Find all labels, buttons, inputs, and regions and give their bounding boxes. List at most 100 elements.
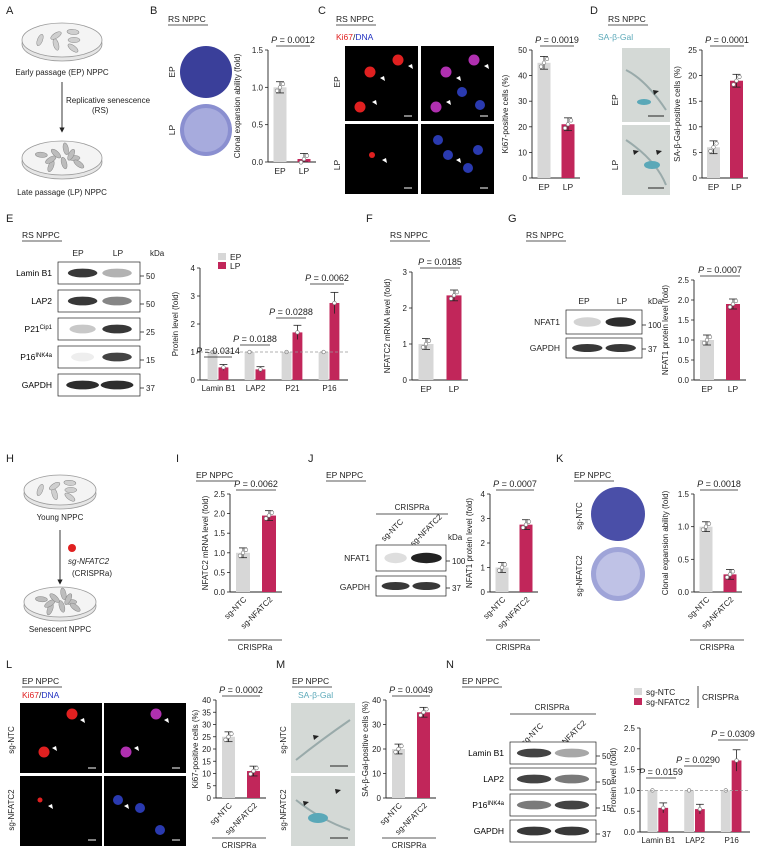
panel-letter-H: H — [6, 453, 14, 465]
chart-N: 0.0 0.5 1.0 1.5 2.0 2.5 Protein level (fold) La… — [609, 724, 750, 845]
data-point — [393, 749, 398, 755]
data-point — [223, 737, 228, 742]
data-point — [562, 125, 568, 131]
kda-marker-N: 50 — [602, 752, 611, 761]
ki67-nucleus — [392, 54, 404, 66]
label-ep: EP — [610, 94, 620, 106]
arrowhead-icon — [124, 804, 129, 809]
panel-letter-A: A — [6, 5, 14, 17]
label-sg-nfatc2: sg-NFATC2 — [7, 789, 16, 831]
blot-N-GAPDH — [509, 819, 597, 843]
data-point — [733, 298, 739, 304]
x-tick-label: sg-NTC — [223, 595, 249, 621]
label-kda: kDa — [150, 249, 165, 258]
y-tick-label: 0.0 — [624, 828, 636, 837]
arrowhead-icon — [313, 735, 319, 740]
blot-N-P16 — [509, 793, 597, 817]
y-tick-label: 35 — [202, 708, 211, 717]
x-tick-label: Lamin B1 — [202, 384, 236, 393]
band-label-E: LAP2 — [31, 296, 52, 306]
blot-J-GAPDH — [375, 575, 447, 597]
y-tick-label: 1 — [481, 564, 486, 573]
bar-EP-LAP2 — [244, 352, 255, 380]
y-axis-label: Clonal expansion ability (fold) — [661, 490, 670, 595]
y-tick-label: 40 — [202, 696, 211, 705]
arrowhead-icon — [372, 100, 377, 105]
p-value-J: P = 0.0007 — [493, 479, 537, 489]
sa-gal-stain — [308, 813, 328, 823]
y-tick-label: 0.0 — [252, 158, 264, 167]
arrowhead-icon — [656, 150, 662, 155]
label-rs: Replicative senescence — [66, 96, 151, 105]
p-value-M: P = 0.0049 — [389, 685, 433, 695]
data-point — [523, 522, 529, 527]
data-point — [301, 156, 307, 162]
y-tick-label: 30 — [372, 721, 381, 730]
bar-LP-P21 — [292, 332, 303, 380]
p-value-N-p16: P = 0.0309 — [711, 729, 755, 739]
data-point — [248, 771, 253, 777]
data-point — [730, 569, 736, 574]
data-point — [243, 547, 249, 552]
data-point — [304, 153, 310, 158]
p-value-G: P = 0.0007 — [698, 265, 742, 275]
data-point — [396, 746, 401, 752]
y-axis-label: Clonal expansion ability (fold) — [233, 53, 242, 158]
bar-sg-NTC — [222, 736, 235, 798]
legend-swatch-ep — [218, 253, 226, 260]
dna-nucleus — [155, 825, 165, 835]
p-value-E-lap2: P = 0.0188 — [233, 334, 277, 344]
y-tick-label: 25 — [202, 733, 211, 742]
bar-EP-P16 — [318, 352, 329, 380]
micrograph-L-nfatc2-merge — [104, 776, 186, 846]
data-point — [274, 88, 280, 93]
y-tick-label: 20 — [202, 745, 211, 754]
blot-E-P21 — [57, 317, 141, 341]
band-label-E: P21Cip1 — [25, 324, 53, 334]
data-point — [269, 510, 275, 515]
y-tick-label: 0 — [523, 174, 528, 183]
bar-sg-NFATC2 — [262, 515, 276, 592]
chart-G: 0.0 0.5 1.0 1.5 2.0 2.5 NFAT1 protein level (f… — [661, 276, 746, 394]
y-tick-label: 5 — [207, 782, 212, 791]
data-point — [541, 60, 547, 65]
y-tick-label: 0 — [403, 376, 408, 385]
bar-EP — [418, 344, 434, 380]
y-tick-label: 0 — [191, 376, 196, 385]
lane-sg-nfatc2: sg-NFATC2 — [408, 512, 444, 548]
y-tick-label: 0.5 — [252, 121, 264, 130]
label-young-npcc: Young NPPC — [37, 513, 84, 522]
data-point — [707, 334, 713, 340]
dna-nucleus — [463, 163, 473, 173]
arrowhead-icon — [446, 100, 451, 105]
y-tick-label: 1.0 — [624, 786, 636, 795]
crispra-label-L: CRISPRa — [222, 841, 257, 850]
y-tick-label: 2 — [403, 304, 408, 313]
data-point — [418, 713, 423, 718]
bar-sg-NTC — [699, 526, 713, 592]
data-point — [277, 85, 283, 90]
chart-I: 0.0 0.5 1.0 1.5 2.0 2.5 NFATC2 mRNA level (fol… — [201, 490, 282, 631]
y-axis-label: SA-β-Gal-positive cells (%) — [361, 701, 370, 797]
y-tick-label: 20 — [372, 745, 381, 754]
cell-outline — [295, 719, 351, 761]
data-point — [240, 550, 246, 555]
plate-ep — [180, 46, 232, 98]
crispra-label-N: CRISPRa — [535, 703, 570, 712]
y-tick-label: 0.0 — [678, 588, 690, 597]
y-tick-label: 4 — [191, 264, 196, 273]
data-point — [730, 301, 736, 307]
p-value-B: P = 0.0012 — [271, 35, 315, 45]
y-tick-label: 40 — [372, 696, 381, 705]
panel-letter-L: L — [6, 659, 12, 671]
chart-K: 0.0 0.5 1.0 1.5 Clonal expansion ability (fo… — [661, 490, 742, 631]
bar-LP-LAP2 — [255, 369, 266, 380]
kda-marker-N: 37 — [602, 830, 611, 839]
plate-sg-ntc — [591, 487, 645, 541]
x-tick-label: P16 — [322, 384, 337, 393]
crispra-label-K: CRISPRa — [700, 643, 735, 652]
p-value-N-lap2: P = 0.0290 — [676, 755, 720, 765]
y-tick-label: 0 — [377, 794, 382, 803]
